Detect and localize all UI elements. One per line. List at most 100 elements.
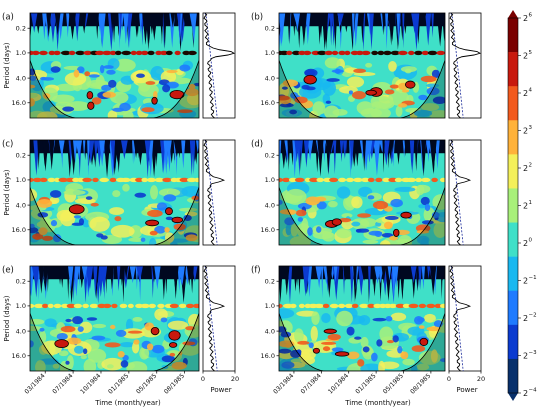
scalogram-blob [316, 226, 322, 233]
scalogram-blob [398, 103, 408, 108]
cone-of-influence-line [279, 187, 445, 245]
scalogram-spike [435, 140, 440, 169]
scalogram-blob [322, 346, 331, 352]
scalogram-spike [362, 140, 367, 172]
significance-line [204, 12, 218, 119]
diurnal-band-cell [60, 50, 71, 56]
scalogram-blob [301, 84, 310, 90]
scalogram-blob [284, 217, 295, 226]
scalogram-blob [110, 224, 135, 238]
scalogram-blob [431, 211, 440, 219]
scalogram-spike [349, 140, 354, 171]
global-power-panel [448, 139, 482, 246]
scalogram-blob [30, 75, 37, 81]
diurnal-band-cell [179, 177, 189, 183]
scalogram-blob [136, 73, 145, 78]
scalogram-blob [60, 210, 76, 227]
scalogram-spike [337, 13, 344, 26]
scalogram-spike [431, 13, 434, 38]
scalogram-spike [180, 266, 185, 286]
scalogram-blob [123, 110, 134, 118]
scalogram-blob [44, 318, 57, 328]
scalogram-blob [49, 190, 62, 198]
scalogram-spike [73, 266, 80, 297]
diurnal-band-cell [289, 303, 297, 309]
colorbar-tick-base: 2 [523, 164, 528, 173]
scalogram-blob [390, 198, 403, 208]
scalogram-blob [119, 102, 131, 112]
scalogram-spike [163, 140, 169, 175]
scalogram-spike [136, 140, 141, 159]
scalogram-blob [418, 325, 425, 329]
power-frame [202, 265, 236, 372]
diurnal-band-cell [162, 177, 172, 183]
scalogram-heatmap [30, 266, 199, 371]
scalogram-blob [416, 363, 430, 371]
scalogram-blob [30, 223, 35, 229]
x-tick-label: 08/1985 [163, 372, 186, 395]
diurnal-band-cell [92, 177, 99, 183]
scalogram-blob [339, 85, 358, 94]
diurnal-band-cell [34, 303, 44, 309]
scalogram-blob [83, 348, 88, 355]
diurnal-band-cell [286, 50, 293, 56]
significant-region [87, 101, 95, 110]
significant-region [168, 342, 178, 348]
diurnal-band-cell [279, 303, 283, 309]
diurnal-band-cell [382, 177, 391, 183]
scalogram-blob [49, 196, 60, 205]
diurnal-band-cell [61, 303, 70, 309]
diurnal-band-cell [367, 303, 375, 309]
diurnal-band-cell [48, 50, 56, 56]
scalogram-spike [33, 266, 40, 298]
scalogram-blob [331, 69, 344, 73]
scalogram-spike [178, 13, 181, 39]
scalogram-blob [125, 318, 134, 332]
power-x-tick-label: 20 [477, 375, 485, 383]
scalogram-spike [95, 13, 99, 40]
scalogram-spike [38, 266, 45, 294]
scalogram-blob [327, 333, 341, 341]
colorbar-tick-base: 2 [523, 314, 528, 323]
scalogram-blob [122, 354, 129, 361]
scalogram-blob [56, 332, 68, 340]
power-x-tick-label: 0 [447, 375, 451, 383]
cone-of-influence [279, 60, 445, 118]
scalogram-blob [96, 233, 104, 238]
scalogram-spike [436, 13, 444, 47]
scalogram-spike [371, 266, 375, 286]
scalogram-spike [142, 13, 149, 45]
diurnal-band-cell [102, 50, 112, 56]
scalogram-spike [42, 13, 47, 40]
scalogram-blob [439, 358, 445, 363]
scalogram-spike [166, 140, 172, 160]
diurnal-band-cell [148, 303, 156, 309]
y-tick-label: 16.0 [261, 226, 275, 234]
colorbar-segment [508, 358, 518, 394]
colorbar-tick-label: 2 −1 [523, 275, 537, 286]
diurnal-band-cell [186, 303, 195, 309]
scalogram-blob [106, 69, 116, 75]
y-tick-label: 0.2 [16, 25, 26, 33]
scalogram-blob [36, 198, 53, 208]
diurnal-band-cell [39, 177, 48, 183]
colorbar-tick-exponent: 1 [529, 200, 533, 206]
global-power-curve [203, 139, 226, 246]
scalogram-spike [391, 140, 394, 154]
scalogram-spike [119, 13, 122, 40]
panel-label: (c) [2, 140, 13, 150]
scalogram-blob [281, 86, 288, 90]
scalogram-spike [401, 266, 404, 301]
scalogram-blob [35, 360, 46, 371]
diurnal-band-cell [414, 50, 423, 56]
significant-region [169, 89, 185, 100]
diurnal-band-cell [135, 50, 143, 56]
scalogram-blob [34, 236, 41, 240]
scalogram-spike [305, 13, 311, 44]
scalogram-spike [154, 266, 161, 290]
scalogram-spike [42, 140, 49, 172]
